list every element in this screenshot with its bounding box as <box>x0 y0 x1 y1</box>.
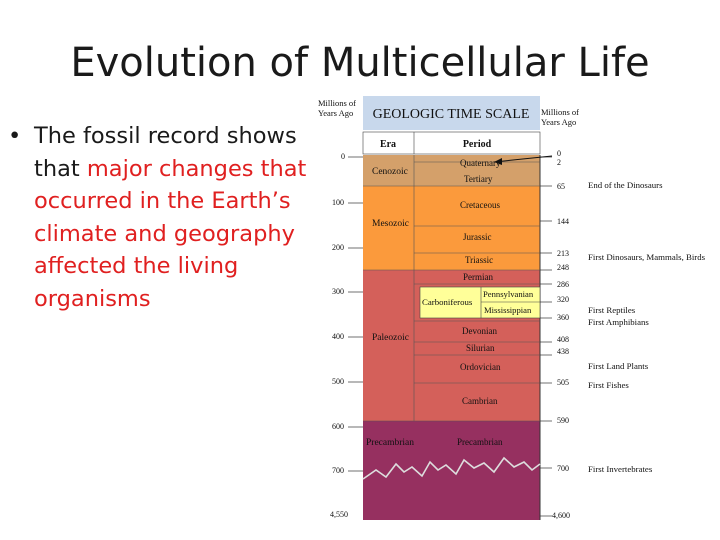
right-tick-label: 700 <box>557 464 569 473</box>
period-label-tertiary: Tertiary <box>464 174 493 184</box>
right-tick-label: 144 <box>557 217 569 226</box>
event-label-first-reptiles: First Reptiles <box>588 305 636 315</box>
right-tick-label: 360 <box>557 313 569 322</box>
period-label-pennsylvanian: Pennsylvanian <box>483 289 534 299</box>
left-tick-label: 500 <box>332 377 344 386</box>
period-label-carboniferous: Carboniferous <box>422 297 473 307</box>
right-tick-label: 286 <box>557 280 569 289</box>
left-bottom-label: 4,550 <box>330 510 348 519</box>
right-tick-label: 438 <box>557 347 569 356</box>
left-tick-label: 700 <box>332 466 344 475</box>
era-label-cenozoic: Cenozoic <box>372 167 408 177</box>
right-tick-label: 0 <box>557 149 561 158</box>
period-label-cretaceous: Cretaceous <box>460 200 500 210</box>
quaternary-pointer-line <box>493 155 553 163</box>
bullet-text: The fossil record shows that major chang… <box>34 120 308 316</box>
carboniferous-box <box>419 286 541 319</box>
left-tick-label: 400 <box>332 332 344 341</box>
left-tick-label: 300 <box>332 287 344 296</box>
period-label-quaternary: Quaternary <box>460 158 501 168</box>
bullet-marker: • <box>8 123 22 149</box>
left-axis-label-line2: Years Ago <box>318 108 353 118</box>
precambrian-rock-line <box>362 456 541 480</box>
figure-title: GEOLOGIC TIME SCALE <box>373 107 530 122</box>
slide-title: Evolution of Multicellular Life <box>70 40 650 86</box>
geologic-time-scale-figure: GEOLOGIC TIME SCALE Millions of Years Ag… <box>314 96 720 526</box>
event-label-first-invertebrates: First Invertebrates <box>588 464 653 474</box>
era-label-paleozoic: Paleozoic <box>372 333 409 343</box>
quaternary-pointer-arrowhead <box>494 158 502 165</box>
column-header-row <box>362 131 541 155</box>
right-tick-label: 408 <box>557 335 569 344</box>
left-tick-label: 0 <box>341 152 345 161</box>
left-tick-label: 200 <box>332 243 344 252</box>
event-label-first-amphibians: First Amphibians <box>588 317 649 327</box>
period-label-cambrian: Cambrian <box>462 396 498 406</box>
right-tick-label: 65 <box>557 182 565 191</box>
right-bottom-label: 4,600 <box>552 511 570 520</box>
right-tick-label: 213 <box>557 249 569 258</box>
event-annotations: End of the Dinosaurs First Dinosaurs, Ma… <box>588 180 706 474</box>
right-axis-label-line1: Millions of <box>541 107 579 117</box>
right-tick-label: 248 <box>557 263 569 272</box>
geologic-time-scale-diagram: GEOLOGIC TIME SCALE Millions of Years Ag… <box>318 96 706 520</box>
left-axis-labels: 0 100 200 300 400 500 600 700 4,550 <box>330 152 348 519</box>
period-label-precambrian: Precambrian <box>457 437 503 447</box>
right-axis-label-line2: Years Ago <box>541 117 576 127</box>
era-column-header: Era <box>380 139 396 150</box>
right-tick-label: 590 <box>557 416 569 425</box>
mesozoic-block <box>363 186 540 270</box>
period-column-header: Period <box>463 139 492 150</box>
period-label-devonian: Devonian <box>462 326 497 336</box>
era-label-precambrian: Precambrian <box>366 438 414 448</box>
right-tick-label: 320 <box>557 295 569 304</box>
event-label-end-of-dinosaurs: End of the Dinosaurs <box>588 180 663 190</box>
left-tick-label: 600 <box>332 422 344 431</box>
event-label-first-fishes: First Fishes <box>588 380 629 390</box>
period-label-ordovician: Ordovician <box>460 362 501 372</box>
period-label-triassic: Triassic <box>465 255 493 265</box>
event-label-first-dinosaurs: First Dinosaurs, Mammals, Birds <box>588 252 706 262</box>
title-band <box>363 96 540 130</box>
period-label-permian: Permian <box>463 272 493 282</box>
right-axis-labels: 0 2 65 144 213 248 286 320 360 408 438 5… <box>552 149 570 520</box>
left-axis-ticks <box>348 156 363 472</box>
event-label-first-land-plants: First Land Plants <box>588 361 649 371</box>
right-tick-label: 505 <box>557 378 569 387</box>
bullet-text-plain: The fossil record shows that <box>34 123 297 182</box>
period-boundaries <box>363 161 540 422</box>
period-label-mississippian: Mississippian <box>484 305 532 315</box>
left-tick-label: 100 <box>332 198 344 207</box>
period-label-jurassic: Jurassic <box>463 232 492 242</box>
right-tick-label: 2 <box>557 158 561 167</box>
period-label-silurian: Silurian <box>466 343 495 353</box>
bullet-text-highlight: major changes that occurred in the Earth… <box>34 155 307 312</box>
right-axis-ticks <box>540 156 552 517</box>
bullet-point: • The fossil record shows that major cha… <box>8 120 308 316</box>
era-label-mesozoic: Mesozoic <box>372 219 409 229</box>
left-axis-label-line1: Millions of <box>318 98 356 108</box>
